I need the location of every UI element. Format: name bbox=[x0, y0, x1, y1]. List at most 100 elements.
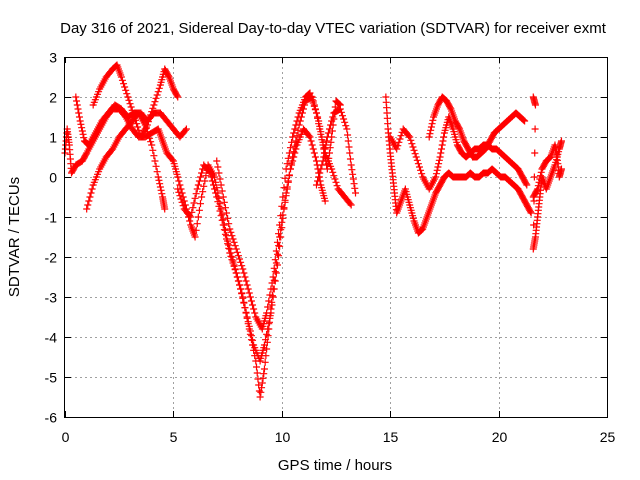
data-point bbox=[522, 180, 530, 188]
data-point bbox=[263, 345, 271, 353]
data-point bbox=[316, 169, 324, 177]
data-point bbox=[253, 363, 261, 371]
data-point bbox=[189, 204, 197, 212]
data-point bbox=[323, 137, 331, 145]
data-point bbox=[271, 268, 279, 276]
data-point bbox=[415, 163, 423, 171]
data-point bbox=[310, 149, 318, 157]
data-point bbox=[245, 325, 253, 333]
data-point bbox=[393, 145, 401, 153]
data-point bbox=[87, 189, 95, 197]
data-point bbox=[215, 169, 223, 177]
data-point bbox=[276, 221, 284, 229]
data-point bbox=[188, 208, 196, 216]
data-point bbox=[288, 138, 296, 146]
data-point bbox=[318, 161, 326, 169]
data-point bbox=[205, 168, 213, 176]
data-point bbox=[519, 116, 527, 124]
data-point bbox=[78, 127, 86, 135]
data-point bbox=[290, 129, 298, 137]
data-point bbox=[215, 202, 223, 210]
data-point bbox=[322, 141, 330, 149]
data-point bbox=[275, 230, 283, 238]
data-point bbox=[213, 157, 221, 165]
data-point bbox=[289, 133, 297, 141]
y-tick-label: -4 bbox=[45, 330, 58, 346]
data-point bbox=[253, 369, 261, 377]
data-point bbox=[327, 121, 335, 129]
data-point bbox=[177, 195, 185, 203]
data-point bbox=[270, 264, 278, 272]
data-point bbox=[202, 172, 210, 180]
chart-title: Day 316 of 2021, Sidereal Day-to-day VTE… bbox=[60, 20, 607, 37]
data-point bbox=[286, 144, 294, 152]
data-point bbox=[336, 105, 344, 113]
data-point bbox=[310, 102, 318, 110]
data-point bbox=[153, 168, 161, 176]
data-point bbox=[247, 336, 255, 344]
data-point bbox=[426, 130, 434, 138]
y-tick-label: 2 bbox=[49, 90, 57, 106]
data-point bbox=[285, 149, 293, 157]
data-point bbox=[192, 190, 200, 198]
data-point bbox=[73, 97, 81, 105]
data-point bbox=[155, 176, 163, 184]
data-point bbox=[292, 137, 300, 145]
plot-frame bbox=[64, 57, 608, 418]
data-point bbox=[282, 189, 290, 197]
data-point bbox=[405, 132, 413, 140]
data-point bbox=[238, 289, 246, 297]
data-point bbox=[199, 188, 207, 196]
data-point bbox=[83, 205, 91, 213]
data-point bbox=[120, 80, 128, 88]
data-point bbox=[429, 116, 437, 124]
data-point bbox=[192, 226, 200, 234]
data-point bbox=[341, 118, 349, 126]
data-point bbox=[275, 252, 283, 260]
data-point bbox=[218, 187, 226, 195]
x-tick-label: 0 bbox=[62, 429, 70, 445]
data-point bbox=[342, 122, 350, 130]
data-point bbox=[264, 332, 272, 340]
data-point bbox=[312, 109, 320, 117]
data-point bbox=[293, 117, 301, 125]
data-point bbox=[406, 133, 414, 141]
data-point bbox=[327, 138, 335, 146]
data-points bbox=[61, 61, 565, 401]
data-point bbox=[213, 193, 221, 201]
data-point bbox=[346, 155, 354, 163]
data-point bbox=[121, 83, 129, 91]
data-point bbox=[179, 202, 187, 210]
data-point bbox=[214, 163, 222, 171]
x-tick-label: 25 bbox=[600, 429, 616, 445]
data-point bbox=[228, 232, 236, 240]
data-point bbox=[350, 180, 358, 188]
data-point bbox=[126, 100, 134, 108]
data-point bbox=[232, 269, 240, 277]
data-point bbox=[233, 273, 241, 281]
data-point bbox=[417, 166, 425, 174]
data-point bbox=[128, 106, 136, 114]
data-point bbox=[257, 388, 265, 396]
data-point bbox=[181, 126, 189, 134]
data-point bbox=[344, 137, 352, 145]
data-point bbox=[396, 135, 404, 143]
data-point bbox=[238, 262, 246, 270]
data-point bbox=[427, 123, 435, 131]
data-point bbox=[439, 137, 447, 145]
data-point bbox=[217, 181, 225, 189]
data-point bbox=[125, 96, 133, 104]
data-point bbox=[148, 108, 156, 116]
y-tick-label: -3 bbox=[45, 290, 58, 306]
data-point bbox=[412, 153, 420, 161]
data-point bbox=[231, 266, 239, 274]
data-point bbox=[312, 157, 320, 165]
data-point bbox=[436, 153, 444, 161]
data-point bbox=[455, 124, 463, 132]
data-point bbox=[217, 212, 225, 220]
data-point bbox=[144, 131, 152, 139]
data-point bbox=[346, 149, 354, 157]
data-point bbox=[228, 256, 236, 264]
data-point bbox=[530, 173, 538, 181]
data-point bbox=[340, 115, 348, 123]
